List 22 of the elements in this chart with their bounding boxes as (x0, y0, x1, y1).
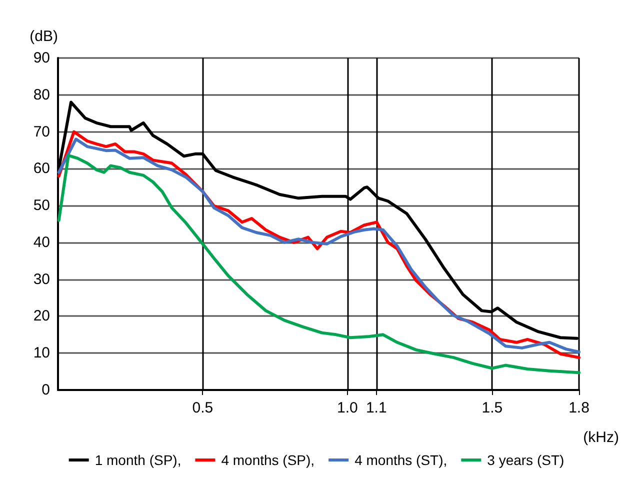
x-tick-label: 1.1 (366, 400, 387, 416)
line-series (57, 154, 580, 374)
x-tick-label: 0.5 (192, 400, 214, 416)
y-tick-label: 70 (33, 123, 50, 140)
y-tick-label: 10 (33, 344, 50, 362)
legend-label: 4 months (SP), (221, 452, 315, 468)
x-tick-label: 1.0 (337, 400, 358, 416)
y-tick-label: 0 (42, 382, 50, 398)
y-axis-title: (dB) (30, 28, 58, 45)
legend-label: 4 months (ST), (354, 452, 448, 468)
y-tick-label: 40 (33, 234, 50, 251)
y-tick-label: 80 (33, 86, 50, 104)
y-tick-label: 50 (33, 197, 50, 214)
y-tick-label: 90 (33, 50, 50, 66)
y-tick-label: 30 (33, 270, 50, 288)
x-tick-label: 1.8 (568, 400, 590, 416)
y-tick-label: 60 (33, 160, 50, 178)
y-tick-label: 20 (33, 308, 50, 325)
legend-label: 1 month (SP), (94, 452, 182, 468)
legend-label: 3 years (ST) (487, 452, 564, 468)
x-tick-label: 1.5 (482, 400, 503, 416)
x-axis-title: (kHz) (583, 429, 620, 446)
